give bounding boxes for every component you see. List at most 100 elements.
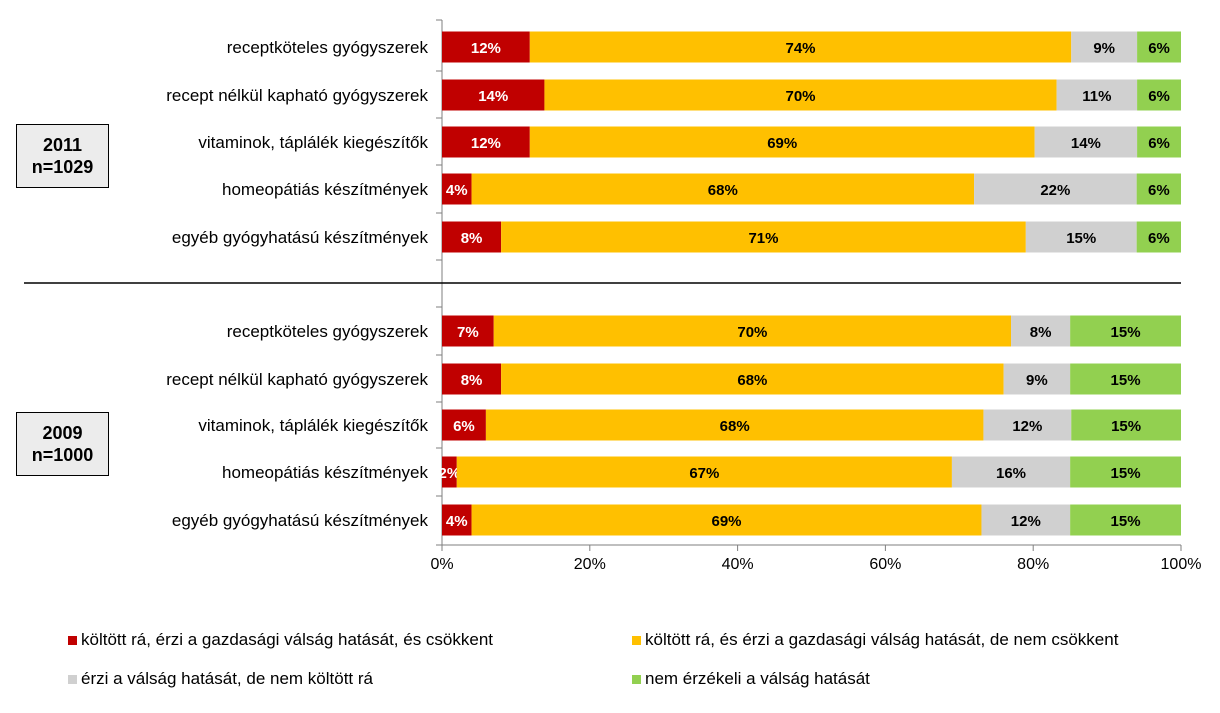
bar-segment <box>442 79 545 111</box>
data-label: 70% <box>786 88 816 105</box>
data-label: 71% <box>748 230 778 247</box>
bar-segment <box>1056 79 1138 111</box>
category-label: homeopátiás készítmények <box>222 180 428 199</box>
x-tick-label: 0% <box>430 556 453 573</box>
data-label: 7% <box>457 324 479 341</box>
x-tick-label: 20% <box>574 556 606 573</box>
data-label: 12% <box>1011 513 1041 530</box>
data-label: 4% <box>446 182 468 199</box>
data-label: 74% <box>786 40 816 57</box>
data-label: 15% <box>1111 418 1141 435</box>
data-label: 69% <box>711 513 741 530</box>
data-label: 14% <box>478 88 508 105</box>
group-label-sample: n=1000 <box>31 445 94 465</box>
bar-segment <box>442 221 502 253</box>
bar-segment <box>442 173 472 205</box>
bar-segment <box>1136 173 1181 205</box>
bar-segment <box>1011 315 1071 347</box>
bar-segment <box>529 31 1072 63</box>
category-label: homeopátiás készítmények <box>222 463 428 482</box>
category-label: receptköteles gyógyszerek <box>227 38 429 57</box>
bar-segment <box>1025 221 1137 253</box>
data-label: 6% <box>1148 88 1170 105</box>
data-label: 11% <box>1082 88 1111 105</box>
data-label: 8% <box>461 230 483 247</box>
x-tick-label: 80% <box>1017 556 1049 573</box>
data-label: 2% <box>439 465 461 482</box>
data-label: 68% <box>737 372 767 389</box>
category-label: receptköteles gyógyszerek <box>227 322 429 341</box>
category-label: egyéb gyógyhatású készítmények <box>172 511 429 530</box>
category-label: vitaminok, táplálék kiegészítők <box>198 416 428 435</box>
bar-segment <box>1071 31 1138 63</box>
bar-segment <box>1070 315 1181 347</box>
data-label: 15% <box>1111 513 1141 530</box>
bar-segment <box>485 409 984 441</box>
bar-segment <box>442 126 530 158</box>
bar-segment <box>983 409 1072 441</box>
data-label: 16% <box>996 465 1026 482</box>
bar-segment <box>501 221 1026 253</box>
bar-segment <box>501 363 1004 395</box>
data-label: 6% <box>453 418 475 435</box>
group-label-sample: n=1029 <box>31 157 94 177</box>
bar-segment <box>1034 126 1138 158</box>
bar-segment <box>442 31 530 63</box>
x-tick-label: 60% <box>869 556 901 573</box>
bar-segment <box>493 315 1012 347</box>
data-label: 15% <box>1111 324 1141 341</box>
data-label: 9% <box>1093 40 1115 57</box>
data-label: 9% <box>1026 372 1048 389</box>
bar-segment <box>1003 363 1071 395</box>
x-tick-label: 40% <box>722 556 754 573</box>
data-label: 6% <box>1148 40 1170 57</box>
data-label: 6% <box>1148 182 1170 199</box>
group-label-year: 2009 <box>42 423 83 443</box>
bar-segment <box>974 173 1137 205</box>
data-label: 15% <box>1111 465 1141 482</box>
bar-segment <box>442 363 502 395</box>
bar-segment <box>1070 504 1181 536</box>
bar-segment <box>544 79 1057 111</box>
bar-segment <box>442 504 472 536</box>
bar-segment <box>981 504 1071 536</box>
data-label: 4% <box>446 513 468 530</box>
data-label: 8% <box>461 372 483 389</box>
data-label: 67% <box>689 465 719 482</box>
bar-segment <box>1070 363 1181 395</box>
group-label-box-2011: 2011 n=1029 <box>16 124 109 188</box>
data-label: 15% <box>1111 372 1141 389</box>
bar-segment <box>442 456 457 488</box>
category-label: egyéb gyógyhatású készítmények <box>172 228 429 247</box>
data-label: 68% <box>708 182 738 199</box>
data-label: 69% <box>767 135 797 152</box>
bar-segment <box>1137 126 1181 158</box>
bar-segment <box>1071 409 1181 441</box>
data-label: 12% <box>471 40 501 57</box>
data-label: 6% <box>1148 135 1170 152</box>
bar-segment <box>442 409 486 441</box>
bar-segment <box>471 504 982 536</box>
group-label-box-2009: 2009 n=1000 <box>16 412 109 476</box>
data-label: 12% <box>471 135 501 152</box>
bar-segment <box>951 456 1071 488</box>
category-label: recept nélkül kapható gyógyszerek <box>166 86 428 105</box>
x-tick-label: 100% <box>1161 556 1202 573</box>
data-label: 12% <box>1012 418 1042 435</box>
bar-segment <box>471 173 975 205</box>
group-label-year: 2011 <box>42 135 83 155</box>
data-label: 6% <box>1148 230 1170 247</box>
data-label: 15% <box>1066 230 1096 247</box>
bar-segment <box>1137 31 1181 63</box>
bar-segment <box>442 315 494 347</box>
data-label: 8% <box>1030 324 1052 341</box>
bar-segment <box>529 126 1035 158</box>
bar-segment <box>456 456 952 488</box>
data-label: 14% <box>1071 135 1101 152</box>
data-label: 22% <box>1040 182 1070 199</box>
bar-segment <box>1136 221 1181 253</box>
category-label: vitaminok, táplálék kiegészítők <box>198 133 428 152</box>
bar-segment <box>1070 456 1181 488</box>
data-label: 70% <box>737 324 767 341</box>
